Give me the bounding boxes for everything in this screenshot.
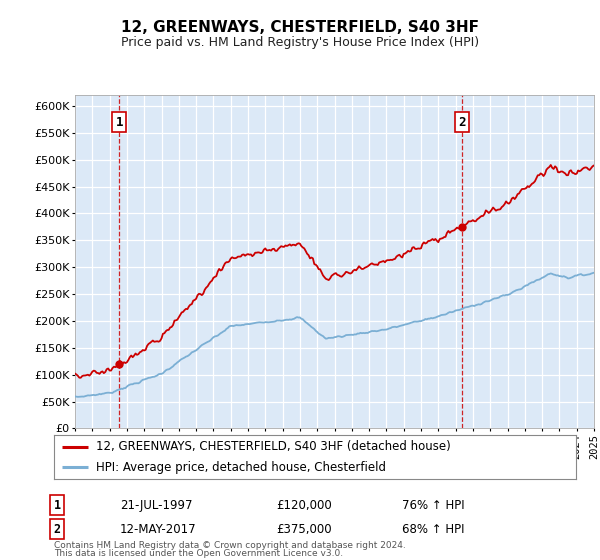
Text: 2: 2 xyxy=(458,115,466,129)
Text: HPI: Average price, detached house, Chesterfield: HPI: Average price, detached house, Ches… xyxy=(96,460,386,474)
Text: 1: 1 xyxy=(53,498,61,512)
Text: 2: 2 xyxy=(53,522,61,536)
Text: 12, GREENWAYS, CHESTERFIELD, S40 3HF (detached house): 12, GREENWAYS, CHESTERFIELD, S40 3HF (de… xyxy=(96,440,451,454)
Text: 21-JUL-1997: 21-JUL-1997 xyxy=(120,498,193,512)
Text: Price paid vs. HM Land Registry's House Price Index (HPI): Price paid vs. HM Land Registry's House … xyxy=(121,36,479,49)
Text: 76% ↑ HPI: 76% ↑ HPI xyxy=(402,498,464,512)
Text: This data is licensed under the Open Government Licence v3.0.: This data is licensed under the Open Gov… xyxy=(54,549,343,558)
Text: Contains HM Land Registry data © Crown copyright and database right 2024.: Contains HM Land Registry data © Crown c… xyxy=(54,541,406,550)
Text: 12-MAY-2017: 12-MAY-2017 xyxy=(120,522,197,536)
Text: 12, GREENWAYS, CHESTERFIELD, S40 3HF: 12, GREENWAYS, CHESTERFIELD, S40 3HF xyxy=(121,20,479,35)
Text: £375,000: £375,000 xyxy=(276,522,332,536)
Text: £120,000: £120,000 xyxy=(276,498,332,512)
Text: 1: 1 xyxy=(115,115,123,129)
Text: 68% ↑ HPI: 68% ↑ HPI xyxy=(402,522,464,536)
